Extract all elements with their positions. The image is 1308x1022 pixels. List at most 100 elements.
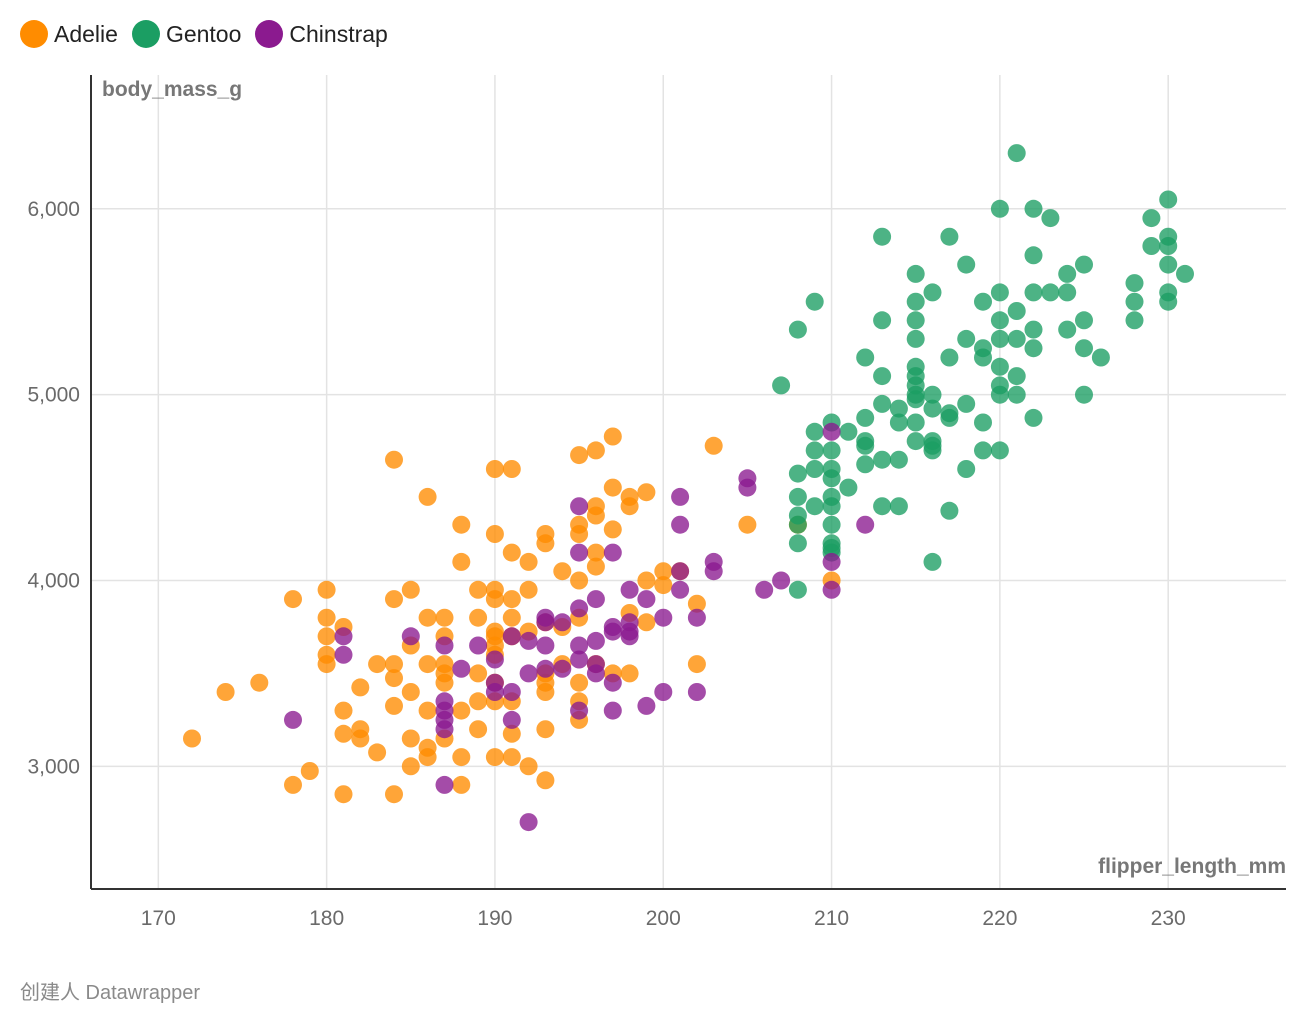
point-gentoo <box>1125 311 1144 330</box>
point-gentoo <box>805 292 824 311</box>
point-chinstrap <box>586 590 605 609</box>
point-chinstrap <box>687 683 706 701</box>
point-adelie <box>570 571 589 590</box>
point-adelie <box>687 655 706 674</box>
point-adelie <box>553 562 572 581</box>
point-adelie <box>351 729 370 748</box>
point-adelie <box>452 748 471 767</box>
point-gentoo <box>788 464 807 483</box>
point-gentoo <box>906 311 925 330</box>
point-adelie <box>469 664 488 683</box>
point-gentoo <box>873 497 892 516</box>
point-adelie <box>469 692 488 711</box>
point-adelie <box>687 594 706 613</box>
point-chinstrap <box>536 636 555 655</box>
point-gentoo <box>990 385 1009 404</box>
point-adelie <box>317 580 336 599</box>
point-gentoo <box>856 348 875 367</box>
point-adelie <box>654 576 673 595</box>
point-adelie <box>418 487 437 506</box>
point-adelie <box>704 436 723 455</box>
point-chinstrap <box>519 664 538 683</box>
point-adelie <box>452 515 471 534</box>
point-gentoo <box>889 497 908 516</box>
x-tick-label: 200 <box>646 907 681 930</box>
point-gentoo <box>839 422 858 441</box>
point-adelie <box>284 775 302 794</box>
point-gentoo <box>974 292 992 311</box>
point-gentoo <box>1125 292 1144 311</box>
point-gentoo <box>873 227 892 246</box>
point-gentoo <box>1041 209 1060 228</box>
point-adelie <box>385 785 403 804</box>
point-chinstrap <box>502 710 521 729</box>
point-adelie <box>570 525 589 543</box>
legend: Adelie Gentoo Chinstrap <box>20 20 388 48</box>
point-gentoo <box>839 478 858 497</box>
y-tick-label: 6,000 <box>27 198 80 221</box>
point-adelie <box>250 673 269 692</box>
point-gentoo <box>788 580 807 599</box>
point-gentoo <box>974 441 992 460</box>
point-chinstrap <box>502 683 521 701</box>
point-chinstrap <box>620 580 639 599</box>
point-adelie <box>284 590 302 609</box>
point-chinstrap <box>687 608 706 627</box>
point-adelie <box>654 562 673 581</box>
point-chinstrap <box>570 543 589 562</box>
point-chinstrap <box>553 613 572 632</box>
point-gentoo <box>923 399 942 418</box>
x-tick-label: 210 <box>814 907 849 930</box>
point-gentoo <box>974 348 992 367</box>
point-adelie <box>603 478 622 497</box>
point-adelie <box>620 497 639 516</box>
point-chinstrap <box>671 487 690 506</box>
point-chinstrap <box>654 683 673 701</box>
point-gentoo <box>906 329 925 348</box>
legend-item-chinstrap: Chinstrap <box>255 20 388 48</box>
point-adelie <box>418 608 437 627</box>
point-gentoo <box>1159 292 1178 311</box>
point-gentoo <box>906 292 925 311</box>
point-gentoo <box>805 460 824 478</box>
point-gentoo <box>788 515 807 534</box>
point-gentoo <box>957 255 976 274</box>
point-gentoo <box>856 455 875 474</box>
legend-label: Gentoo <box>165 20 242 47</box>
point-adelie <box>603 427 622 446</box>
point-gentoo <box>1007 367 1026 386</box>
point-chinstrap <box>519 813 538 832</box>
point-adelie <box>485 590 504 609</box>
point-gentoo <box>805 497 824 516</box>
point-adelie <box>317 655 336 674</box>
point-chinstrap <box>704 562 723 581</box>
point-gentoo <box>1007 329 1026 348</box>
point-adelie <box>637 483 656 502</box>
point-chinstrap <box>620 627 639 646</box>
point-adelie <box>620 664 639 683</box>
point-gentoo <box>889 450 908 469</box>
point-gentoo <box>940 501 959 520</box>
point-adelie <box>452 701 471 720</box>
legend-label: Chinstrap <box>289 20 388 47</box>
point-chinstrap <box>553 659 572 678</box>
point-adelie <box>637 613 656 632</box>
point-chinstrap <box>469 636 488 655</box>
legend-swatch <box>255 20 284 48</box>
point-adelie <box>385 669 403 688</box>
point-adelie <box>418 748 437 767</box>
point-gentoo <box>805 422 824 441</box>
point-chinstrap <box>435 775 454 794</box>
point-adelie <box>586 441 605 460</box>
point-adelie <box>485 748 504 767</box>
point-adelie <box>519 580 538 599</box>
point-chinstrap <box>485 683 504 701</box>
point-gentoo <box>873 311 892 330</box>
point-adelie <box>435 608 454 627</box>
point-gentoo <box>788 320 807 339</box>
point-gentoo <box>990 283 1009 302</box>
point-adelie <box>586 543 605 562</box>
point-adelie <box>536 683 555 701</box>
legend-label: Adelie <box>54 20 118 47</box>
